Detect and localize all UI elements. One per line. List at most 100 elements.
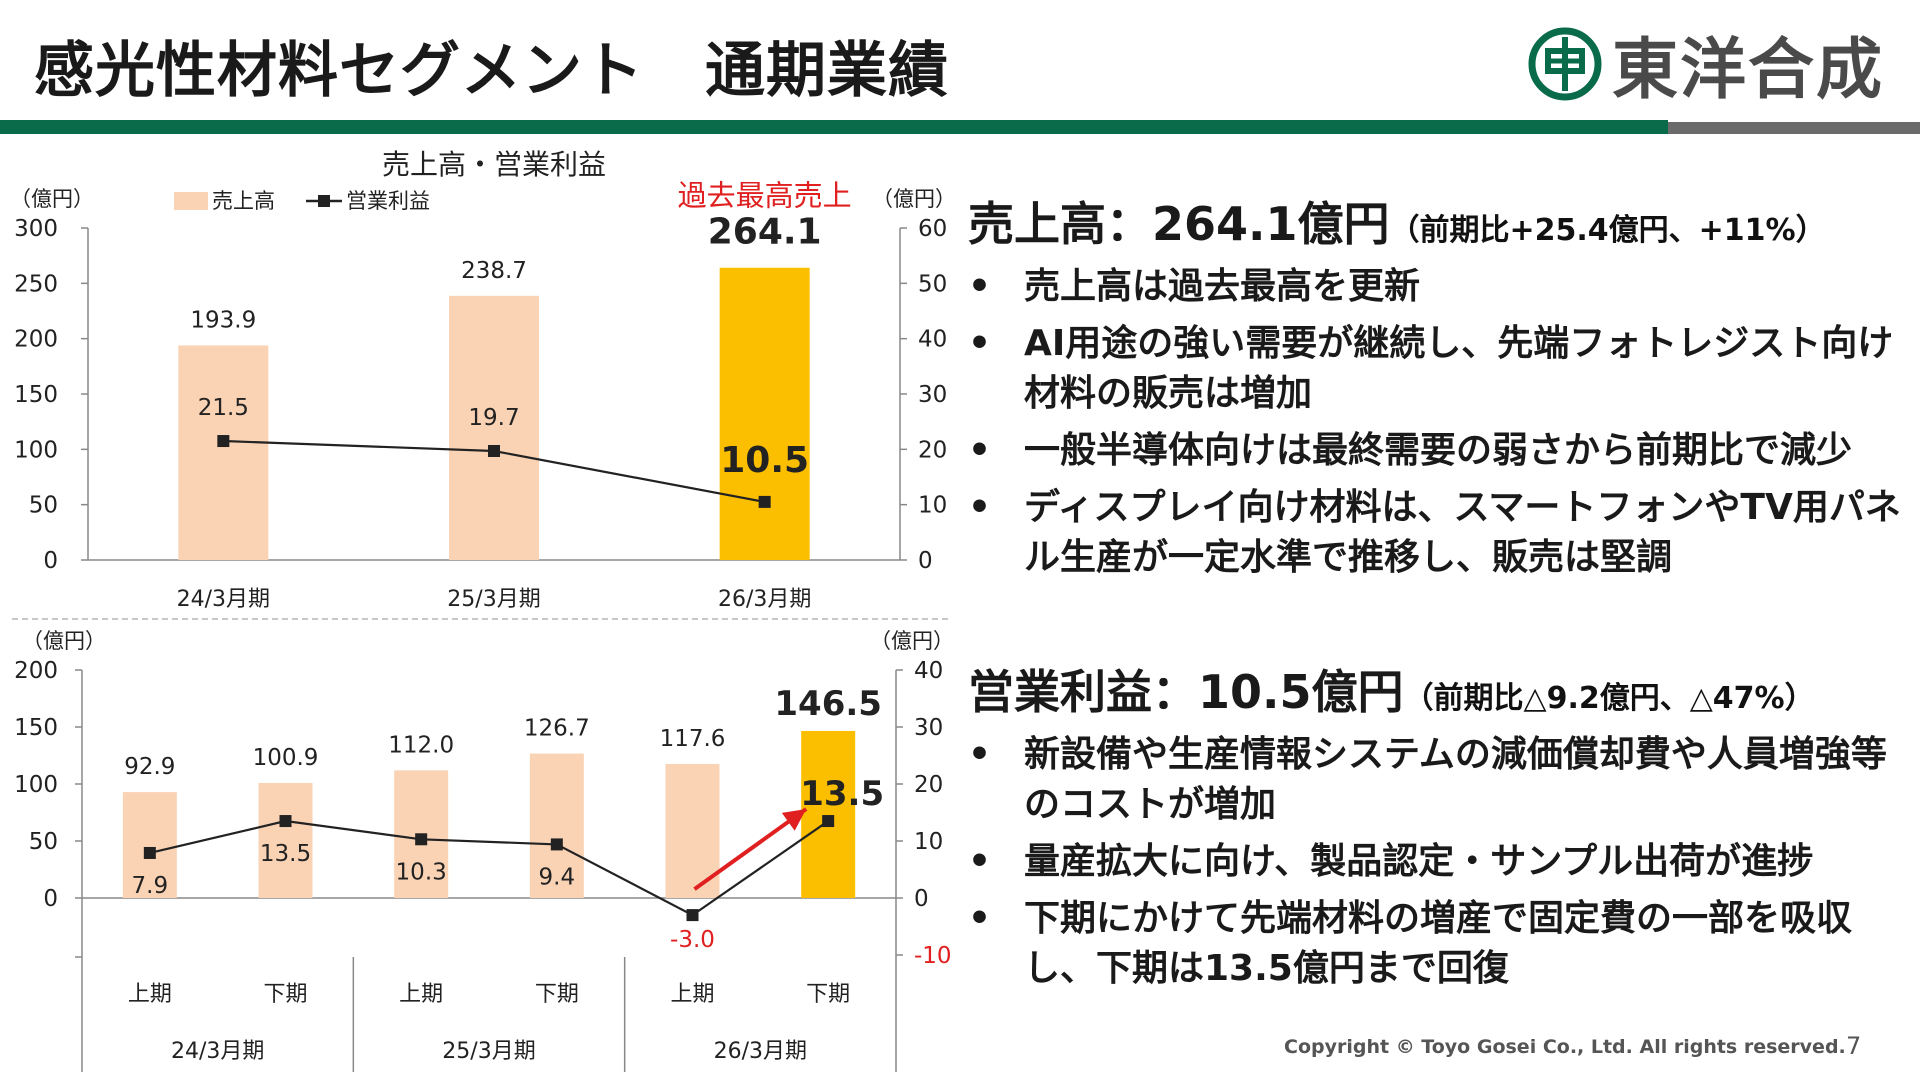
sales-bar	[178, 345, 269, 560]
y2-tick-label: 10	[914, 829, 943, 855]
x-tick-label: 下期	[806, 982, 850, 1007]
y-tick-label: 100	[14, 772, 58, 798]
x-tick-label: 上期	[670, 982, 714, 1007]
logo-text: 東洋合成	[1612, 31, 1884, 108]
profit-marker	[143, 846, 156, 859]
legend-profit-label: 営業利益	[346, 189, 430, 213]
sales-profit-halfyear-chart: （億円） （億円） 0 50 100 150 200 -10 0 10 20 30 40 92.9 7.9 上…	[14, 629, 954, 1072]
sales-bar	[258, 782, 313, 898]
x-tick-label: 下期	[263, 982, 307, 1007]
profit-value-label: 13.5	[800, 774, 884, 814]
sales-value-label: 146.5	[774, 684, 882, 724]
y-tick-label: 0	[43, 886, 58, 912]
y2-tick-label: 30	[914, 715, 943, 741]
profit-value-label: 9.4	[539, 864, 576, 890]
list-item: • 一般半導体向けは最終需要の弱さから前期比で減少	[968, 426, 1920, 476]
x-tick-label: 上期	[128, 982, 172, 1007]
legend-profit-marker	[318, 195, 330, 207]
list-item: • 量産拡大に向け、製品認定・サンプル出荷が進捗	[968, 837, 1920, 887]
sales-bar	[529, 753, 584, 898]
sales-value-label: 92.9	[124, 754, 175, 780]
x-tick-label: 24/3月期	[177, 587, 270, 612]
header-rule-green	[0, 120, 1668, 134]
bullet-icon: •	[968, 323, 992, 364]
right-axis-unit: （億円）	[872, 187, 956, 211]
sales-bar	[801, 730, 856, 898]
profit-bullet-list: • 新設備や生産情報システムの減価償却費や人員増強等のコストが増加 • 量産拡大に向…	[968, 730, 1920, 994]
left-axis-unit: （億円）	[10, 187, 94, 211]
x-tick-label: 下期	[535, 982, 579, 1007]
profit-note: （前期比△9.2億円、△47%）	[1403, 681, 1815, 716]
profit-marker	[488, 444, 500, 457]
profit-marker	[217, 435, 230, 448]
profit-value-label: 10.5	[720, 440, 809, 481]
y-tick-label: 200	[14, 327, 58, 353]
y-tick-label: 250	[14, 271, 58, 297]
legend-sales-swatch	[174, 192, 208, 210]
y2-tick-label: 20	[914, 772, 943, 798]
header-rule-gray	[1668, 122, 1920, 134]
y2-tick-label: 40	[914, 658, 943, 684]
profit-heading: 営業利益：10.5億円	[968, 665, 1404, 719]
profit-value-label: 21.5	[198, 395, 249, 421]
sales-value-label: 100.9	[253, 745, 319, 771]
sales-heading: 売上高：264.1億円	[968, 197, 1390, 251]
right-axis-unit: （億円）	[870, 629, 954, 653]
y2-tick-label: 40	[918, 327, 947, 353]
legend-sales-label: 売上高	[212, 189, 275, 213]
sales-value-label: 264.1	[708, 212, 822, 253]
bullet-icon: •	[968, 430, 992, 471]
bullet-icon: •	[968, 266, 992, 307]
bullet-icon: •	[968, 487, 992, 528]
sales-value-label: 238.7	[461, 258, 527, 284]
left-axis-unit: （億円）	[22, 629, 106, 653]
chart-title: 売上高・営業利益	[382, 148, 606, 181]
sales-value-label: 126.7	[524, 716, 590, 742]
y2-tick-label: 10	[918, 493, 947, 519]
logo-mark-icon	[1528, 27, 1602, 101]
sales-note: （前期比+25.4億円、+11%）	[1389, 213, 1826, 248]
group-label: 25/3月期	[442, 1039, 535, 1064]
profit-marker	[758, 495, 771, 508]
bullet-icon: •	[968, 734, 992, 775]
profit-value-label: 10.3	[396, 859, 447, 885]
y-tick-label: 0	[43, 548, 58, 574]
y2-tick-label: 0	[914, 886, 929, 912]
profit-value-label: 7.9	[132, 873, 169, 899]
x-tick-label: 26/3月期	[718, 587, 811, 612]
y-tick-label: 50	[29, 493, 58, 519]
sales-value-label: 117.6	[660, 726, 726, 752]
y2-tick-label: 20	[918, 437, 947, 463]
company-logo: 東洋合成	[1528, 24, 1884, 108]
y-tick-label: 300	[14, 216, 58, 242]
list-item: • 売上高は過去最高を更新	[968, 262, 1920, 312]
sales-bullet-list: • 売上高は過去最高を更新 • AI用途の強い需要が継続し、先端フォトレジスト向け材…	[968, 262, 1920, 583]
profit-line	[149, 819, 829, 917]
sales-value-label: 193.9	[190, 307, 256, 333]
sales-profit-annual-chart: 売上高・営業利益（億円） （億円）売上高 営業利益05010015020025030…	[10, 148, 956, 612]
chart-divider	[12, 618, 948, 620]
recovery-arrow-head	[781, 809, 807, 831]
y-tick-label: 100	[14, 437, 58, 463]
group-label: 26/3月期	[714, 1039, 807, 1064]
profit-marker	[822, 815, 835, 828]
sales-bar	[122, 792, 177, 898]
y2-tick-label: 0	[918, 548, 933, 574]
list-item: • 下期にかけて先端材料の増産で固定費の一部を吸収し、下期は13.5億円まで回復	[968, 894, 1920, 994]
profit-value-label: 19.7	[468, 405, 519, 431]
recovery-arrow-shaft	[693, 807, 808, 891]
profit-marker	[550, 838, 563, 851]
y-tick-label: 200	[14, 658, 58, 684]
profit-marker	[415, 833, 428, 846]
record-sales-label: 過去最高売上	[678, 179, 852, 213]
copyright-text: Copyright © Toyo Gosei Co., Ltd. All rig…	[1284, 1036, 1846, 1058]
bullet-icon: •	[968, 898, 992, 939]
profit-summary: 営業利益：10.5億円（前期比△9.2億円、△47%） • 新設備や生産情報システ…	[968, 656, 1920, 1001]
y2-tick-label: 50	[918, 271, 947, 297]
profit-value-label: 13.5	[260, 841, 311, 867]
x-tick-label: 25/3月期	[447, 587, 540, 612]
x-tick-label: 上期	[399, 982, 443, 1007]
sales-bar	[449, 295, 539, 560]
profit-marker	[279, 815, 292, 828]
list-item: • 新設備や生産情報システムの減価償却費や人員増強等のコストが増加	[968, 730, 1920, 830]
